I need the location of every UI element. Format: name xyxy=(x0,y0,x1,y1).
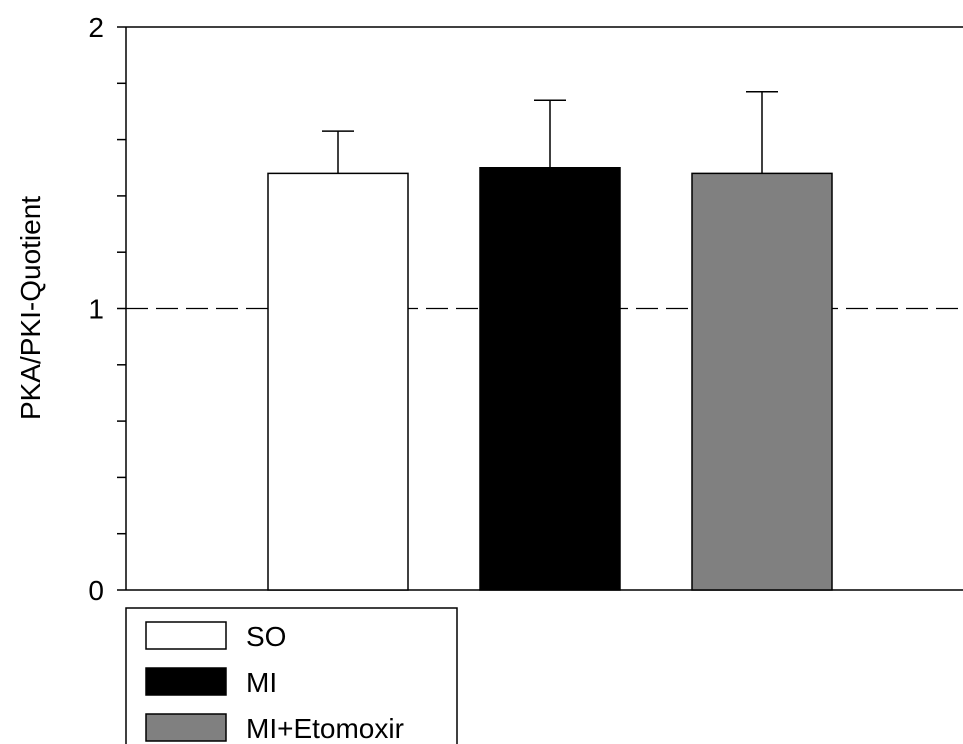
legend: SO MI MI+Etomoxir xyxy=(125,607,458,744)
error-bar-mi-etomoxir xyxy=(746,90,778,174)
plot-area: 0 1 2 xyxy=(88,12,963,606)
legend-entry-mi-etomoxir: MI+Etomoxir xyxy=(145,713,404,744)
y-tick-label: 1 xyxy=(88,294,104,325)
y-tick-label: 2 xyxy=(88,12,104,43)
y-axis-label: PKA/PKI-Quotient xyxy=(15,196,46,420)
legend-swatch xyxy=(145,667,227,696)
error-bar-so xyxy=(322,130,354,174)
legend-entry-mi: MI xyxy=(145,667,277,698)
bar-so xyxy=(267,172,409,591)
bars xyxy=(267,167,833,591)
error-bar-mi xyxy=(534,99,566,168)
legend-label: MI+Etomoxir xyxy=(246,713,404,744)
legend-entries: SO MI MI+Etomoxir xyxy=(145,621,404,744)
error-bars xyxy=(322,90,778,174)
legend-entry-so: SO xyxy=(145,621,286,652)
legend-label: SO xyxy=(246,621,286,652)
bar-mi xyxy=(479,167,621,591)
y-tick-labels: 0 1 2 xyxy=(88,12,104,606)
bar-mi-etomoxir xyxy=(691,172,833,591)
legend-label: MI xyxy=(246,667,277,698)
legend-swatch xyxy=(145,713,227,742)
y-tick-label: 0 xyxy=(88,575,104,606)
y-ticks xyxy=(117,26,126,591)
legend-swatch xyxy=(145,621,227,650)
